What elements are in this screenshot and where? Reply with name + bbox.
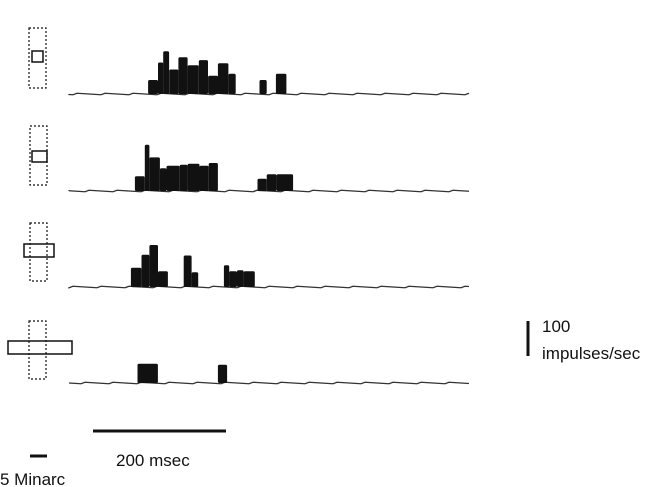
histogram-bar xyxy=(199,165,209,191)
stimulus-icon-panel-4 xyxy=(7,320,73,380)
histogram-bar xyxy=(149,157,160,191)
histogram-bar xyxy=(169,69,179,94)
histogram-bar xyxy=(229,271,237,287)
histogram-bar xyxy=(158,271,168,287)
histogram-bar xyxy=(228,73,236,94)
histogram-baseline xyxy=(68,189,470,193)
stimulus-icons xyxy=(7,27,73,380)
histograms xyxy=(68,51,470,385)
histogram-bar xyxy=(243,271,255,287)
histogram-panel-4 xyxy=(68,363,470,385)
histogram-bar xyxy=(217,63,229,94)
histogram-bar xyxy=(208,75,218,94)
histogram-bar xyxy=(259,80,267,94)
histogram-bar xyxy=(178,57,188,95)
histogram-bar xyxy=(257,178,267,192)
histogram-bar xyxy=(179,164,188,192)
histogram-panel-2 xyxy=(68,144,470,193)
histogram-bar xyxy=(275,73,287,94)
stimulus-icon-panel-1 xyxy=(28,27,47,89)
histogram-bar xyxy=(141,254,150,287)
stimulus-icon-panel-3 xyxy=(23,222,55,282)
rate-scale-value: 100 xyxy=(542,317,570,336)
histogram-bar xyxy=(149,245,158,287)
histogram-bar xyxy=(187,65,199,94)
histogram-bar xyxy=(166,165,180,191)
histogram-bar xyxy=(237,270,244,287)
histogram-panel-3 xyxy=(68,245,470,289)
histogram-bar xyxy=(144,144,150,191)
histogram-baseline xyxy=(68,92,470,96)
rate-scale-unit: impulses/sec xyxy=(542,344,641,363)
histogram-bar xyxy=(187,163,200,191)
histogram-bar xyxy=(159,168,167,192)
angle-scale-label: 5 Minarc xyxy=(0,470,66,487)
histogram-baseline xyxy=(68,381,470,385)
histogram-bar xyxy=(198,60,208,94)
histogram-bar xyxy=(134,176,145,191)
histogram-bar xyxy=(266,174,277,191)
histogram-panel-1 xyxy=(68,51,470,96)
histogram-bar xyxy=(163,51,170,94)
histogram-bar xyxy=(130,267,142,288)
scale-bars: 100 impulses/sec 200 msec 5 Minarc xyxy=(0,317,641,487)
stimulus-icon-panel-2 xyxy=(29,125,48,186)
histogram-bar xyxy=(148,80,158,94)
histogram-bar xyxy=(223,265,230,287)
histogram-bar xyxy=(137,363,158,384)
time-scale-label: 200 msec xyxy=(116,451,190,470)
histogram-bar xyxy=(208,163,218,191)
histogram-bar xyxy=(276,174,294,191)
histogram-baseline xyxy=(68,285,470,289)
histogram-bar xyxy=(158,62,164,94)
histogram-bar xyxy=(191,272,199,287)
histogram-bar xyxy=(183,255,192,287)
histogram-bar xyxy=(217,364,228,383)
